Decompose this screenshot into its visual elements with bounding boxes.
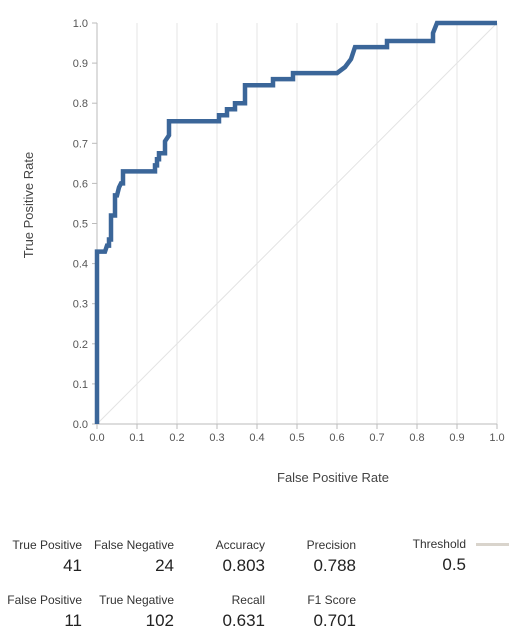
recall-label: Recall (231, 593, 265, 607)
x-tick-label-8: 0.8 (409, 432, 424, 444)
y-tick-label-1: 0.1 (73, 379, 88, 391)
roc-chart: 0.0 0.1 0.2 0.3 0.4 0.5 0.6 0.7 0.8 0.9 1.0 0.0 0.1… (21, 18, 505, 485)
metric-false-negative: False Negative 24 (74, 538, 174, 576)
metric-threshold: Threshold 0.5 (366, 537, 466, 575)
y-axis-title: True Positive Rate (21, 152, 36, 258)
x-tick-label-1: 0.1 (129, 432, 144, 444)
true-positive-value: 41 (63, 556, 82, 575)
false-negative-value: 24 (155, 556, 174, 575)
metric-f1-score: F1 Score 0.701 (256, 593, 356, 631)
metric-true-positive: True Positive 41 (0, 538, 82, 576)
y-tick-label-2: 0.2 (73, 339, 88, 351)
x-axis-title: False Positive Rate (277, 470, 389, 485)
roc-curve-series (94, 20, 497, 424)
reference-diagonal (96, 22, 498, 425)
y-tick-label-3: 0.3 (73, 299, 88, 311)
reference-line (96, 22, 498, 425)
metric-precision: Precision 0.788 (256, 538, 356, 576)
y-tick-labels: 0.0 0.1 0.2 0.3 0.4 0.5 0.6 0.7 0.8 0.9 1.0 (73, 18, 88, 431)
f1-score-value: 0.701 (313, 611, 356, 630)
y-tick-label-7: 0.7 (73, 138, 88, 150)
x-tick-label-5: 0.5 (289, 432, 304, 444)
x-tick-label-0: 0.0 (89, 432, 104, 444)
true-negative-label: True Negative (99, 593, 174, 607)
y-tick-label-10: 1.0 (73, 18, 88, 30)
y-tick-label-9: 0.9 (73, 58, 88, 70)
precision-value: 0.788 (313, 556, 356, 575)
accuracy-value: 0.803 (222, 556, 265, 575)
false-negative-label: False Negative (93, 538, 174, 552)
metric-recall: Recall 0.631 (165, 593, 265, 631)
roc-curve-line-0 (94, 20, 497, 424)
precision-label: Precision (306, 538, 356, 552)
grid (136, 23, 498, 424)
y-tick-label-0: 0.0 (73, 419, 88, 431)
f1-score-label: F1 Score (307, 593, 356, 607)
threshold-label: Threshold (412, 537, 466, 551)
x-tick-label-6: 0.6 (329, 432, 344, 444)
y-tick-label-6: 0.6 (73, 178, 88, 190)
y-tick-label-5: 0.5 (73, 219, 88, 231)
true-positive-label: True Positive (12, 538, 82, 552)
true-negative-value: 102 (145, 611, 174, 630)
x-tick-labels: 0.0 0.1 0.2 0.3 0.4 0.5 0.6 0.7 0.8 0.9 1.0 (89, 432, 504, 444)
accuracy-label: Accuracy (215, 538, 265, 552)
x-tick-label-10: 1.0 (489, 432, 504, 444)
y-tick-label-4: 0.4 (73, 259, 88, 271)
threshold-swatch (476, 543, 509, 546)
metric-false-positive: False Positive 11 (0, 593, 82, 631)
threshold-value: 0.5 (442, 555, 466, 574)
y-tick-label-8: 0.8 (73, 98, 88, 110)
x-tick-label-7: 0.7 (369, 432, 384, 444)
false-positive-value: 11 (64, 611, 82, 630)
x-tick-label-9: 0.9 (449, 432, 464, 444)
false-positive-label: False Positive (7, 593, 82, 607)
x-tick-label-3: 0.3 (209, 432, 224, 444)
x-tick-label-2: 0.2 (169, 432, 184, 444)
x-tick-label-4: 0.4 (249, 432, 264, 444)
metric-accuracy: Accuracy 0.803 (165, 538, 265, 576)
recall-value: 0.631 (222, 611, 265, 630)
metric-true-negative: True Negative 102 (74, 593, 174, 631)
